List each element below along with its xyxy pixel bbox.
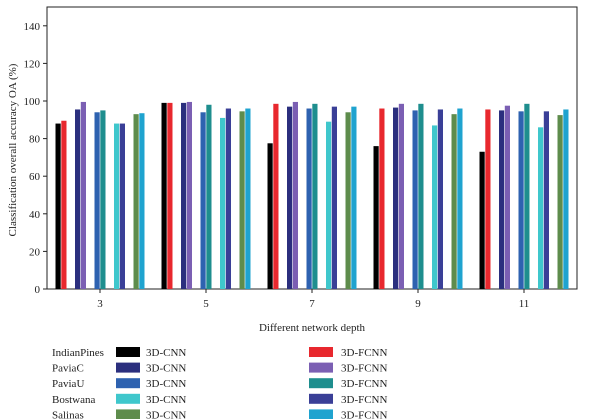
y-tick-label: 20 xyxy=(29,246,41,258)
bar xyxy=(398,103,404,289)
bar xyxy=(273,103,279,289)
bar xyxy=(239,111,245,289)
bar xyxy=(267,143,273,289)
bar xyxy=(220,117,226,289)
bar xyxy=(133,114,139,289)
bar xyxy=(206,104,212,289)
bar xyxy=(245,108,251,290)
legend-swatch xyxy=(116,347,140,357)
bar xyxy=(563,109,569,290)
bar xyxy=(119,123,125,289)
legend-dataset-label: PaviaU xyxy=(52,378,84,390)
bar xyxy=(312,103,318,289)
bar xyxy=(451,114,457,289)
legend-swatch xyxy=(116,362,140,373)
bar xyxy=(485,109,491,290)
y-tick-label: 140 xyxy=(24,21,41,33)
legend-label: 3D-CNN xyxy=(146,378,186,390)
bar xyxy=(61,120,67,290)
bar xyxy=(499,110,505,290)
legend-label: 3D-FCNN xyxy=(341,347,388,359)
plot-area xyxy=(46,6,578,290)
bar xyxy=(181,102,187,289)
y-tick-label: 120 xyxy=(24,58,41,70)
bar xyxy=(379,108,385,290)
legend-swatch xyxy=(116,409,140,419)
bar xyxy=(518,111,524,289)
legend-dataset-label: Salinas xyxy=(52,409,84,419)
bar xyxy=(306,108,312,290)
bar xyxy=(100,110,106,290)
bars-group xyxy=(55,101,569,290)
bar xyxy=(292,101,298,289)
bar xyxy=(504,105,510,289)
plot-frame xyxy=(46,6,578,290)
legend-swatch xyxy=(309,409,333,419)
x-axis-title: Different network depth xyxy=(259,322,366,334)
bar xyxy=(55,123,61,289)
bar xyxy=(557,115,563,289)
bar xyxy=(412,110,418,290)
bar xyxy=(287,106,293,289)
y-axis-title: Classification overall accuracy OA (%) xyxy=(7,63,19,236)
bar xyxy=(326,121,332,290)
bar xyxy=(345,112,351,289)
bar xyxy=(418,103,424,289)
legend-label: 3D-CNN xyxy=(146,409,186,419)
legend-swatch xyxy=(116,393,140,404)
x-tick-label: 7 xyxy=(309,298,315,310)
bar xyxy=(373,146,379,289)
legend-swatch xyxy=(309,347,333,357)
bar xyxy=(543,111,549,289)
bar xyxy=(479,151,485,289)
legend-swatch xyxy=(116,378,140,389)
x-tick-label: 5 xyxy=(203,298,209,310)
legend-dataset-label: PaviaC xyxy=(52,363,84,375)
y-tick-label: 60 xyxy=(29,171,41,183)
legend-label: 3D-CNN xyxy=(146,347,186,359)
bar xyxy=(393,107,399,289)
bar xyxy=(200,112,206,289)
bar xyxy=(75,109,81,290)
bar xyxy=(331,106,337,289)
y-tick-label: 100 xyxy=(24,96,41,108)
legend-swatch xyxy=(309,378,333,389)
legend-swatch xyxy=(309,393,333,404)
legend-label: 3D-FCNN xyxy=(341,363,388,375)
legend-label: 3D-FCNN xyxy=(341,409,388,419)
bar xyxy=(437,109,443,290)
bar xyxy=(351,106,357,289)
bar xyxy=(225,108,231,290)
bar xyxy=(538,127,544,289)
legend-label: 3D-CNN xyxy=(146,363,186,375)
bar xyxy=(457,108,463,290)
bar xyxy=(114,123,120,289)
legend-label: 3D-FCNN xyxy=(341,394,388,406)
x-tick-label: 9 xyxy=(415,298,421,310)
legend-dataset-label: Bostwana xyxy=(52,394,96,406)
legend-swatch xyxy=(309,362,333,373)
x-tick-label: 11 xyxy=(519,298,530,310)
bar xyxy=(161,102,167,289)
legend-dataset-label: IndianPines xyxy=(52,347,104,359)
axes-group: 0 20 40 60 80 100 120 140 3 5 7 9 11 xyxy=(24,21,530,310)
bar xyxy=(94,112,100,289)
legend-label: 3D-FCNN xyxy=(341,378,388,390)
x-tick-label: 3 xyxy=(97,298,103,310)
bar xyxy=(139,113,145,289)
legend: IndianPines 3D-CNN 3D-FCNN PaviaC 3D-CNN 3D-F… xyxy=(52,347,388,419)
legend-label: 3D-CNN xyxy=(146,394,186,406)
bar xyxy=(524,103,530,289)
y-tick-label: 0 xyxy=(35,284,41,296)
y-tick-label: 40 xyxy=(29,209,41,221)
bar xyxy=(167,102,173,289)
bar xyxy=(186,101,192,289)
bar xyxy=(80,101,86,289)
y-tick-label: 80 xyxy=(29,134,41,146)
bar xyxy=(432,125,438,289)
